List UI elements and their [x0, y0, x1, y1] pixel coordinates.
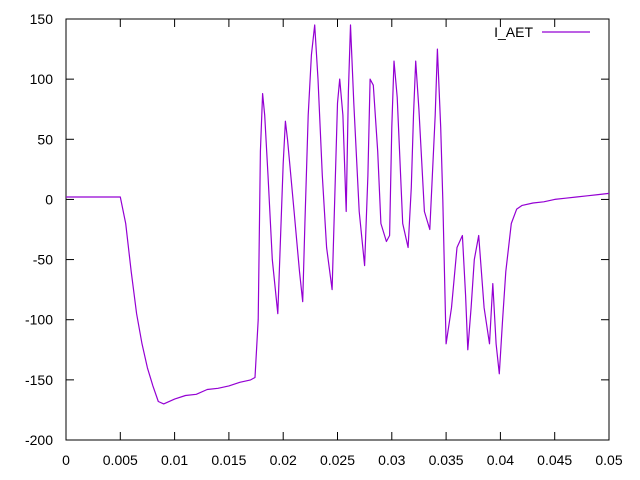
y-tick-label: 0 [45, 191, 53, 207]
x-tick-label: 0.05 [595, 452, 622, 468]
x-tick-label: 0.01 [161, 452, 188, 468]
x-tick-label: 0 [62, 452, 70, 468]
x-tick-label: 0.025 [320, 452, 355, 468]
x-tick-label: 0.04 [487, 452, 514, 468]
x-tick-label: 0.03 [378, 452, 405, 468]
y-tick-label: 50 [37, 131, 53, 147]
x-tick-label: 0.045 [537, 452, 572, 468]
x-tick-label: 0.005 [103, 452, 138, 468]
y-tick-label: -150 [25, 372, 53, 388]
legend: I_AET [494, 24, 590, 40]
x-tick-label: 0.02 [270, 452, 297, 468]
y-tick-label: -100 [25, 312, 53, 328]
series-line-i-aet [66, 24, 610, 405]
x-axis: 0 0.005 0.01 0.015 0.02 0.025 0.03 0.035 0.04 0.0… [62, 19, 623, 468]
y-axis: -200 -150 -100 -50 0 50 100 150 [25, 11, 609, 448]
series-layer [66, 24, 610, 405]
x-tick-label: 0.015 [211, 452, 246, 468]
y-tick-label: -50 [33, 252, 53, 268]
plot-frame [65, 18, 610, 441]
legend-label: I_AET [494, 24, 533, 40]
y-tick-label: 100 [30, 71, 54, 87]
y-tick-label: -200 [25, 432, 53, 448]
x-tick-label: 0.035 [429, 452, 464, 468]
y-tick-label: 150 [30, 11, 54, 27]
